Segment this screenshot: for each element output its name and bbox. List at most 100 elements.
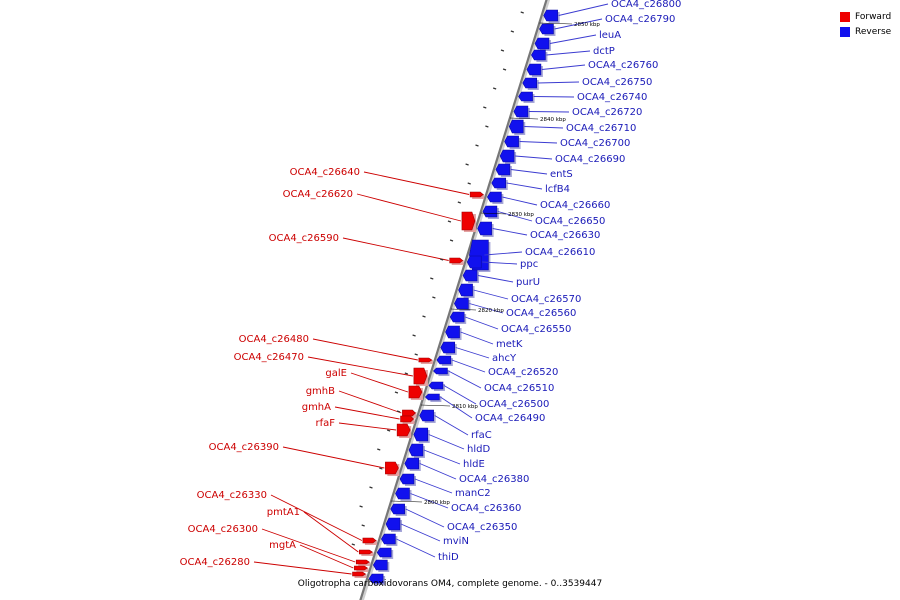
forward-gene	[402, 409, 416, 417]
legend-reverse: Reverse	[840, 24, 891, 39]
forward-gene	[418, 357, 433, 363]
forward-gene-label: OCA4_c26640	[290, 167, 360, 178]
forward-leader	[334, 406, 400, 420]
minor-mark	[510, 30, 515, 33]
reverse-gene	[404, 457, 420, 470]
minor-mark	[485, 125, 489, 128]
caption: Oligotropha carboxidovorans OM4, complet…	[297, 579, 603, 589]
minor-mark	[475, 144, 479, 147]
forward-gene	[449, 257, 464, 264]
axis-tick-label: 2850 kbp	[574, 22, 600, 28]
reverse-gene-label: lcfB4	[545, 184, 570, 195]
minor-mark	[386, 429, 391, 432]
forward-gene-label: OCA4_c26390	[209, 442, 279, 453]
reverse-leader	[410, 493, 449, 509]
reverse-gene-label: entS	[550, 169, 573, 180]
reverse-leader	[554, 18, 603, 30]
reverse-gene-label: OCA4_c26380	[459, 474, 529, 485]
tick-mark	[420, 404, 451, 407]
reverse-gene	[466, 255, 482, 269]
reverse-gene-label: OCA4_c26760	[588, 60, 658, 71]
reverse-gene-label: OCA4_c26510	[484, 383, 554, 394]
reverse-gene-label: OCA4_c26690	[555, 154, 625, 165]
reverse-leader	[451, 359, 486, 373]
minor-mark	[502, 68, 507, 71]
reverse-gene-label: leuA	[599, 30, 621, 41]
minor-mark	[377, 448, 381, 451]
forward-leader	[338, 390, 402, 414]
forward-gene	[354, 565, 368, 571]
reverse-gene-label: OCA4_c26790	[605, 14, 675, 25]
reverse-leader	[434, 415, 469, 436]
forward-gene	[461, 211, 476, 231]
forward-gene	[385, 461, 399, 475]
minor-mark	[422, 315, 426, 318]
reverse-gene-label: manC2	[455, 488, 491, 499]
reverse-leader	[546, 50, 591, 56]
reverse-gene	[495, 163, 511, 176]
reverse-gene	[372, 559, 388, 571]
forward-gene	[352, 571, 367, 577]
minor-mark	[396, 410, 401, 413]
reverse-leader	[528, 111, 570, 113]
forward-leader	[356, 193, 462, 222]
minor-mark	[500, 49, 505, 52]
forward-gene-label: rfaF	[315, 418, 335, 429]
reverse-gene	[408, 443, 424, 457]
reverse-gene-label: OCA4_c26740	[577, 92, 647, 103]
reverse-gene	[436, 355, 452, 365]
minor-mark	[361, 524, 365, 527]
reverse-leader	[502, 196, 538, 206]
forward-gene	[362, 537, 377, 544]
reverse-leader	[537, 81, 580, 84]
forward-gene	[359, 549, 373, 555]
reverse-gene	[518, 91, 533, 102]
reverse-leader	[400, 523, 441, 542]
forward-gene	[355, 559, 370, 565]
reverse-gene	[543, 9, 558, 22]
reverse-gene-label: ppc	[520, 259, 538, 270]
forward-leader	[299, 544, 354, 569]
reverse-leader	[497, 211, 533, 222]
reverse-leader	[558, 3, 609, 16]
minor-mark	[457, 201, 462, 204]
forward-gene-label: mgtA	[269, 540, 296, 551]
minor-mark	[467, 182, 471, 185]
minor-mark	[465, 163, 469, 166]
forward-gene-label: OCA4_c26300	[188, 524, 258, 535]
reverse-gene-label: hldD	[467, 444, 490, 455]
forward-gene-label: gmhA	[302, 402, 331, 413]
reverse-leader	[465, 316, 499, 330]
reverse-gene	[381, 533, 396, 545]
reverse-gene	[539, 23, 554, 35]
minor-mark	[412, 334, 416, 337]
reverse-leader	[423, 449, 461, 465]
reverse-gene	[440, 341, 456, 354]
reverse-gene	[390, 503, 405, 515]
reverse-leader	[477, 275, 514, 283]
reverse-gene-label: OCA4_c26500	[479, 399, 549, 410]
reverse-gene	[508, 119, 524, 134]
reverse-gene	[399, 473, 415, 485]
tick-mark	[391, 500, 423, 503]
reverse-gene	[462, 269, 478, 282]
reverse-leader	[455, 347, 490, 359]
reverse-gene	[499, 149, 515, 163]
reverse-gene-label: mviN	[443, 536, 469, 547]
reverse-leader	[492, 228, 528, 236]
reverse-gene	[491, 177, 507, 189]
forward-gene	[396, 423, 411, 437]
reverse-leader	[484, 251, 523, 256]
minor-mark	[414, 353, 418, 356]
forward-leader	[342, 237, 449, 261]
minor-mark	[404, 372, 409, 375]
reverse-leader	[428, 434, 465, 450]
reverse-gene	[526, 63, 542, 76]
reverse-leader	[440, 396, 473, 419]
reverse-gene-label: thiD	[438, 552, 459, 563]
forward-gene-label: galE	[325, 368, 347, 379]
forward-leader	[253, 561, 352, 575]
reverse-gene	[368, 573, 384, 584]
reverse-leader	[414, 478, 453, 494]
reverse-leader	[460, 331, 494, 345]
